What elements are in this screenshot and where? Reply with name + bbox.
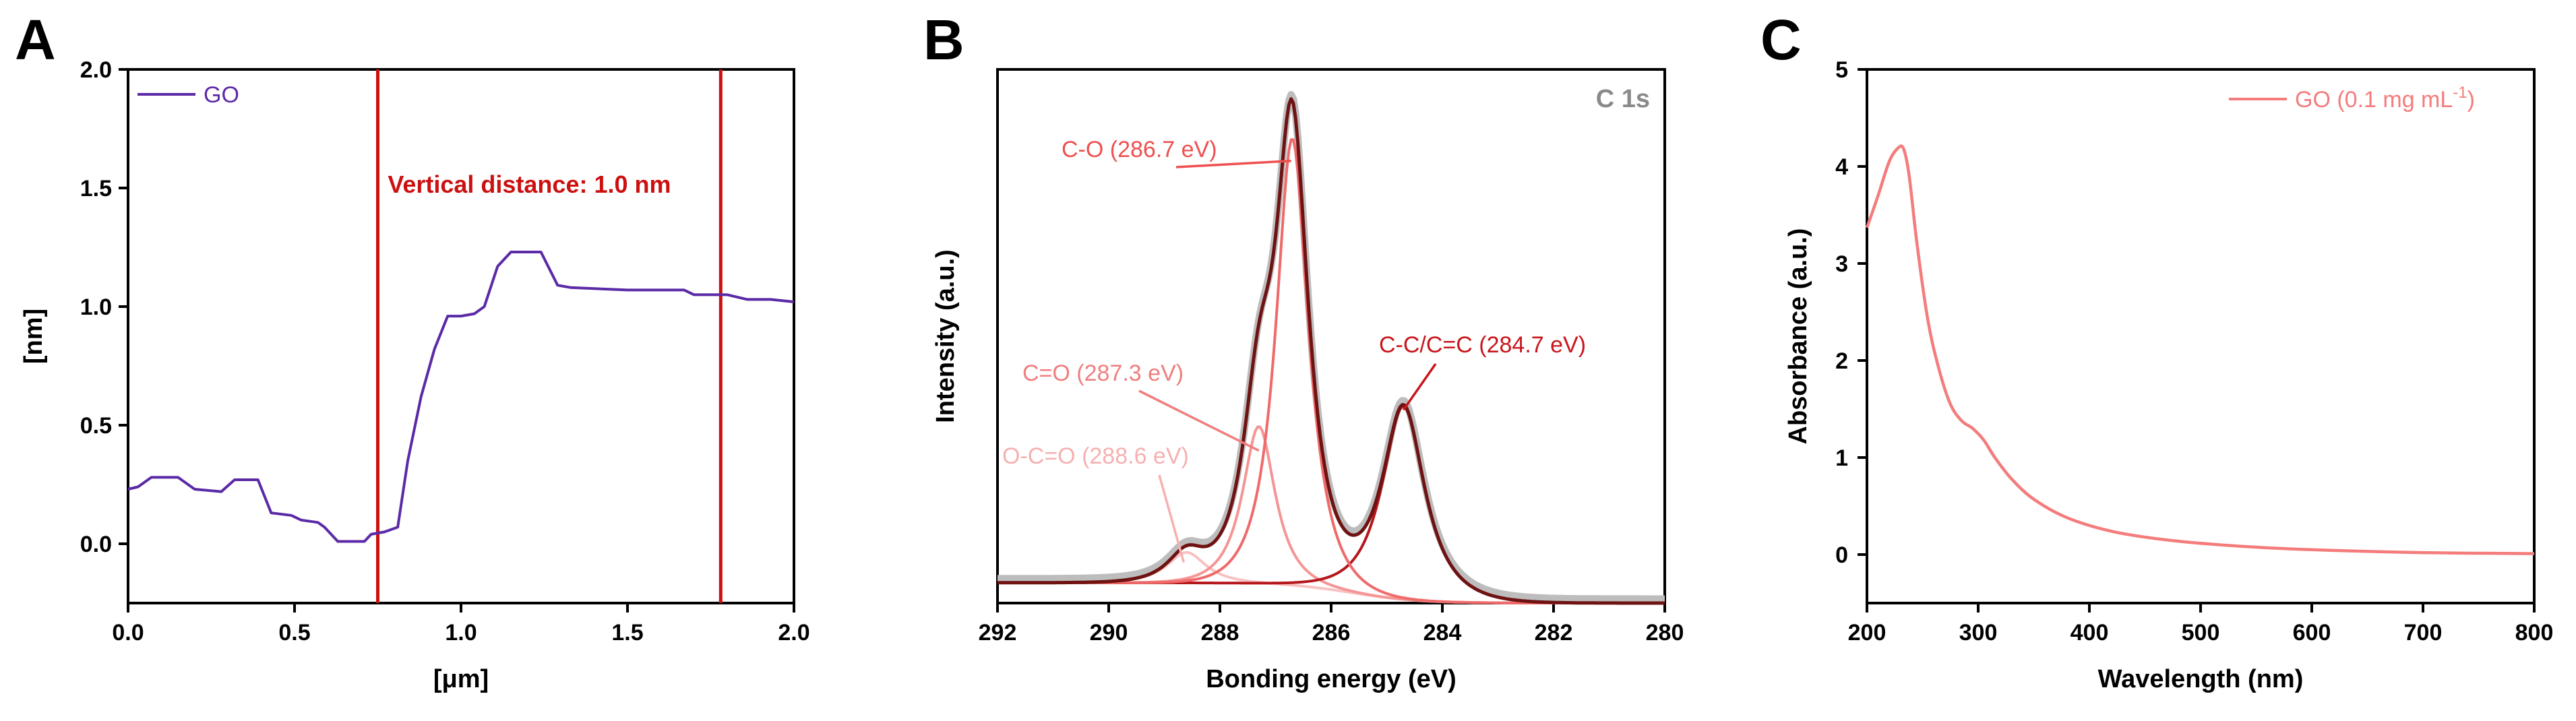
x-tick-label-a: 2.0: [778, 620, 809, 646]
panel-label-a: A: [15, 8, 56, 71]
panel-label-b: B: [923, 8, 964, 71]
x-tick-label-b: 292: [979, 620, 1017, 646]
annotation-vertical-distance: Vertical distance: 1.0 nm: [388, 170, 671, 198]
x-tick-label-b: 282: [1535, 620, 1573, 646]
y-tick-label-a: 2.0: [80, 57, 112, 83]
y-tick-label-c: 2: [1835, 348, 1848, 374]
x-tick-label-a: 0.5: [278, 620, 310, 646]
x-axis-label-a: [μm]: [433, 665, 489, 693]
panel-a: A 0.0 0.5 1.0 1.5 2.0 0.0 0.5 1.0 1.5 2.0 [μm] [nm] V…: [15, 8, 810, 693]
x-tick-label-c: 200: [1848, 620, 1887, 646]
x-tick-label-c: 500: [2182, 620, 2220, 646]
panel-b: B 292 290 288 286 284 282 280 Bonding energy (eV…: [923, 8, 1684, 693]
y-axis-label-a: [nm]: [20, 309, 48, 364]
peak-label-c-o: C-O (286.7 eV): [1062, 137, 1217, 162]
x-tick-label-b: 286: [1312, 620, 1351, 646]
x-axis-label-b: Bonding energy (eV): [1206, 665, 1456, 693]
legend-label-superscript: -1: [2453, 84, 2467, 102]
peak-label-c-double-o: C=O (287.3 eV): [1022, 360, 1184, 386]
x-tick-label-b: 290: [1090, 620, 1128, 646]
x-tick-label-c: 400: [2071, 620, 2109, 646]
pointer-line-c-double-o: [1138, 389, 1260, 452]
y-tick-label-c: 1: [1835, 445, 1848, 471]
panel-c: C 200 300 400 500 600 700 800 0 1 2 3 4 5 Wavelength (…: [1760, 8, 2553, 693]
x-tick-label-c: 800: [2515, 620, 2554, 646]
x-tick-label-b: 288: [1201, 620, 1239, 646]
peak-label-c-c: C-C/C=C (284.7 eV): [1379, 332, 1586, 358]
peak-label-o-c-double-o: O-C=O (288.6 eV): [1002, 443, 1189, 469]
panel-label-c: C: [1760, 8, 1802, 71]
pointer-line-o-c-double-o: [1158, 474, 1186, 563]
x-tick-label-b: 284: [1423, 620, 1462, 646]
fitted-envelope-line: [998, 97, 1665, 605]
x-tick-label-a: 1.0: [445, 620, 477, 646]
legend-label-go: GO: [204, 82, 239, 108]
x-tick-label-c: 300: [1959, 620, 1998, 646]
x-tick-label-c: 700: [2404, 620, 2443, 646]
y-tick-label-c: 4: [1835, 154, 1848, 180]
series-line-go-absorbance: [1865, 144, 2535, 555]
y-tick-label-a: 1.5: [80, 176, 112, 201]
x-tick-label-b: 280: [1646, 620, 1684, 646]
pointer-line-c-c: [1402, 363, 1437, 411]
y-axis-label-b: Intensity (a.u.): [931, 249, 960, 423]
spectrum-title-c1s: C 1s: [1596, 85, 1650, 113]
x-tick-label-c: 600: [2293, 620, 2331, 646]
series-line-go: [127, 251, 795, 543]
x-tick-label-a: 1.5: [611, 620, 643, 646]
y-tick-label-a: 1.0: [80, 294, 112, 320]
y-axis-label-c: Absorbance (a.u.): [1784, 228, 1812, 445]
y-tick-label-c: 5: [1835, 57, 1848, 83]
y-tick-label-c: 0: [1835, 542, 1848, 568]
legend-label-main: GO (0.1 mg mL: [2295, 87, 2453, 113]
pointer-line-c-o: [1175, 160, 1291, 168]
y-tick-label-a: 0.0: [80, 532, 112, 557]
legend-label-go-c: GO (0.1 mg mL-1): [2295, 84, 2475, 113]
legend-label-end: ): [2467, 87, 2475, 113]
x-axis-label-c: Wavelength (nm): [2098, 665, 2304, 693]
y-tick-label-c: 3: [1835, 251, 1848, 277]
y-tick-label-a: 0.5: [80, 413, 112, 439]
x-tick-label-a: 0.0: [112, 620, 144, 646]
